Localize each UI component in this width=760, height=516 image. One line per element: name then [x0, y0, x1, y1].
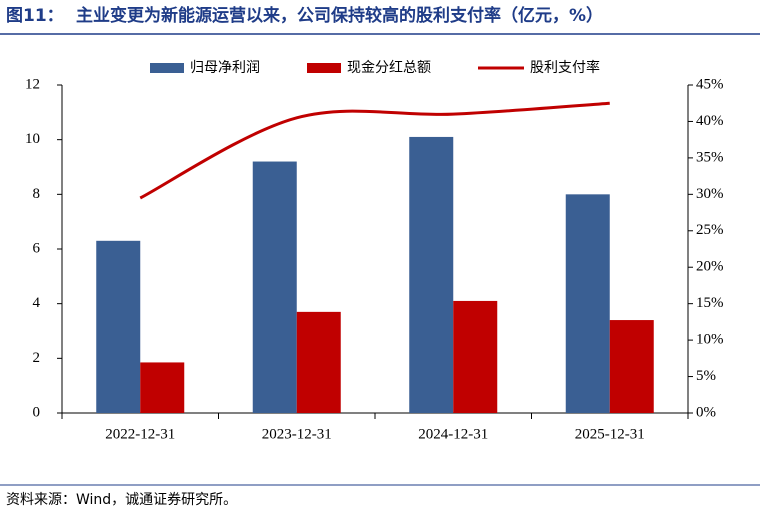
- x-tick-label: 2025-12-31: [575, 426, 645, 442]
- bar: [296, 311, 341, 413]
- x-tick-label: 2023-12-31: [262, 426, 332, 442]
- y-tick-label: 12: [25, 76, 40, 92]
- bar: [96, 240, 141, 413]
- bar: [609, 320, 654, 413]
- legend-label: 归母净利润: [190, 59, 260, 76]
- legend-swatch: [150, 63, 184, 73]
- bar: [453, 300, 498, 413]
- y-tick-label: 6: [33, 240, 41, 256]
- bar: [140, 362, 185, 413]
- y2-tick-label: 15%: [696, 295, 724, 311]
- y2-tick-label: 25%: [696, 222, 724, 238]
- y2-tick-label: 20%: [696, 259, 724, 275]
- x-tick-label: 2022-12-31: [105, 426, 175, 442]
- bar: [409, 136, 454, 413]
- y2-tick-label: 35%: [696, 149, 724, 165]
- y2-tick-label: 5%: [696, 368, 716, 384]
- source: 资料来源：Wind，诚通证券研究所。: [6, 492, 237, 508]
- bar: [565, 194, 610, 413]
- y-tick-label: 2: [33, 350, 41, 366]
- y2-tick-label: 10%: [696, 332, 724, 348]
- y-tick-label: 8: [33, 186, 41, 202]
- bar: [252, 161, 297, 413]
- x-tick-label: 2024-12-31: [418, 426, 488, 442]
- y2-tick-label: 30%: [696, 186, 724, 202]
- y-tick-label: 4: [33, 295, 41, 311]
- chart-title: 主业变更为新能源运营以来，公司保持较高的股利支付率（亿元，%）: [76, 5, 603, 26]
- y2-tick-label: 45%: [696, 76, 724, 92]
- y2-tick-label: 0%: [696, 404, 716, 420]
- legend-label: 股利支付率: [530, 59, 600, 76]
- figure-label: 图11：: [6, 6, 64, 26]
- line-series: [139, 101, 610, 200]
- y-tick-label: 10: [25, 131, 40, 147]
- y-tick-label: 0: [33, 404, 41, 420]
- legend-swatch: [307, 63, 341, 73]
- y2-tick-label: 40%: [696, 113, 724, 129]
- legend-label: 现金分红总额: [347, 60, 431, 76]
